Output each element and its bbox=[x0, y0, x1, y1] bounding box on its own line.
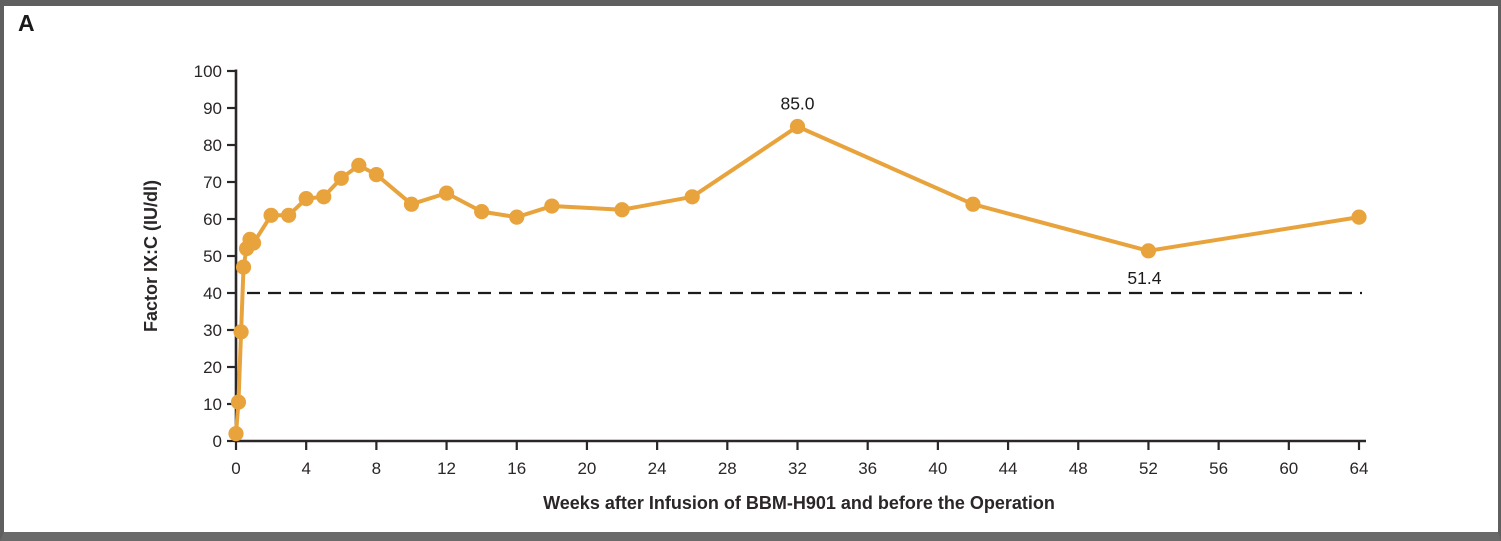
data-point bbox=[1140, 243, 1157, 259]
y-tick-label: 60 bbox=[203, 210, 222, 229]
series-line bbox=[234, 124, 1362, 436]
data-point bbox=[474, 204, 490, 220]
x-tick-label: 44 bbox=[999, 459, 1018, 478]
data-point bbox=[351, 157, 367, 173]
x-tick-label: 56 bbox=[1209, 459, 1228, 478]
data-point bbox=[789, 118, 806, 135]
data-point bbox=[509, 209, 525, 225]
data-point bbox=[298, 191, 314, 207]
x-tick-label: 24 bbox=[648, 459, 667, 478]
x-tick-label: 20 bbox=[577, 459, 596, 478]
data-point bbox=[403, 196, 420, 212]
data-point bbox=[438, 185, 455, 201]
x-tick-label: 60 bbox=[1279, 459, 1298, 478]
data-point bbox=[965, 196, 981, 212]
data-point bbox=[235, 259, 252, 275]
x-tick-label: 64 bbox=[1350, 459, 1369, 478]
y-tick-label: 20 bbox=[203, 358, 222, 377]
data-point bbox=[333, 170, 349, 186]
data-point bbox=[281, 207, 297, 223]
y-tick-label: 70 bbox=[203, 173, 222, 192]
y-tick-label: 90 bbox=[203, 99, 222, 118]
data-point bbox=[230, 394, 247, 410]
x-tick-label: 52 bbox=[1139, 459, 1158, 478]
x-tick-label: 32 bbox=[788, 459, 807, 478]
data-point bbox=[316, 189, 332, 205]
x-tick-label: 0 bbox=[231, 459, 240, 478]
y-tick-label: 40 bbox=[203, 284, 222, 303]
x-tick-label: 48 bbox=[1069, 459, 1088, 478]
data-point bbox=[1351, 209, 1367, 225]
x-tick-label: 36 bbox=[858, 459, 877, 478]
y-tick-label: 100 bbox=[194, 62, 222, 81]
y-axis-label: Factor IX:C (IU/dl) bbox=[141, 180, 161, 332]
y-tick-label: 30 bbox=[203, 321, 222, 340]
x-axis-label: Weeks after Infusion of BBM-H901 and bef… bbox=[543, 493, 1055, 513]
panel-letter: A bbox=[18, 10, 35, 36]
x-tick-label: 4 bbox=[301, 459, 310, 478]
x-tick-label: 28 bbox=[718, 459, 737, 478]
data-point bbox=[263, 207, 279, 223]
point-value-annotations: 85.0 51.4 bbox=[780, 94, 1161, 288]
data-series bbox=[228, 118, 1367, 442]
annotation-value-label: 51.4 bbox=[1127, 268, 1161, 288]
data-point bbox=[233, 324, 249, 340]
y-tick-label: 0 bbox=[213, 432, 222, 451]
y-tick-label: 10 bbox=[203, 395, 222, 414]
line-chart: 0 4 8 12 16 20 24 28 32 36 40 44 48 52 56 60 64010203040… bbox=[141, 62, 1369, 513]
x-tick-label: 8 bbox=[372, 459, 381, 478]
x-tick-label: 40 bbox=[928, 459, 947, 478]
y-tick-label: 80 bbox=[203, 136, 222, 155]
data-point bbox=[228, 426, 244, 442]
y-tick-label: 50 bbox=[203, 247, 222, 266]
data-point bbox=[684, 189, 700, 205]
x-tick-label: 12 bbox=[437, 459, 456, 478]
axis-tick-labels: 0 4 8 12 16 20 24 28 32 36 40 44 48 52 56 60 64010203040… bbox=[194, 62, 1369, 478]
data-point bbox=[544, 198, 560, 214]
annotation-value-label: 85.0 bbox=[780, 94, 814, 114]
data-point bbox=[245, 235, 262, 251]
data-point bbox=[614, 202, 630, 218]
x-tick-label: 16 bbox=[507, 459, 526, 478]
data-point bbox=[368, 167, 384, 183]
